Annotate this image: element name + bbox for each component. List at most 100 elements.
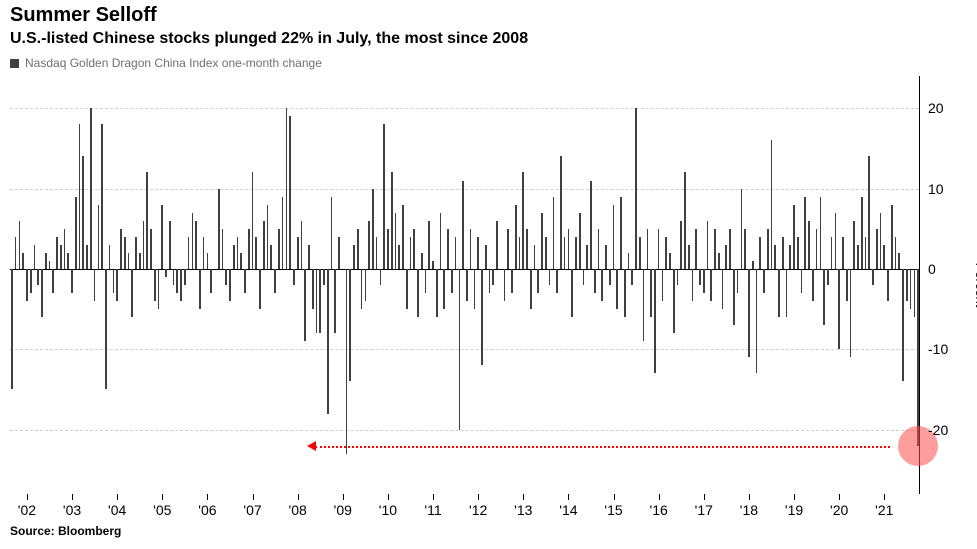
- bar: [673, 269, 675, 333]
- bar: [154, 269, 156, 301]
- x-tick-label: '09: [334, 502, 352, 518]
- bar: [917, 269, 919, 446]
- bar: [131, 269, 133, 317]
- bar: [568, 229, 570, 269]
- bar: [113, 269, 115, 293]
- x-tick-label: '02: [18, 502, 36, 518]
- bar: [485, 245, 487, 269]
- x-tick-label: '20: [830, 502, 848, 518]
- bar: [598, 229, 600, 269]
- x-tick-mark: [478, 494, 479, 500]
- bar: [365, 269, 367, 301]
- bar: [801, 269, 803, 293]
- chart-title: Summer Selloff: [10, 4, 157, 27]
- bar: [410, 237, 412, 269]
- bar: [752, 261, 754, 269]
- bar: [338, 237, 340, 269]
- bar: [699, 269, 701, 285]
- bar: [820, 197, 822, 269]
- bar: [289, 116, 291, 269]
- bar: [504, 269, 506, 301]
- bar: [312, 269, 314, 309]
- bar: [244, 269, 246, 293]
- bar: [496, 221, 498, 269]
- bar: [579, 213, 581, 269]
- bar: [827, 269, 829, 285]
- bar: [248, 229, 250, 269]
- bar: [353, 245, 355, 269]
- bar: [887, 269, 889, 301]
- bar: [45, 253, 47, 269]
- bar: [79, 124, 81, 269]
- bar: [481, 269, 483, 365]
- bar: [218, 189, 220, 269]
- bar: [301, 221, 303, 269]
- bar: [90, 108, 92, 269]
- x-tick-label: '17: [695, 502, 713, 518]
- x-tick-mark: [27, 494, 28, 500]
- x-tick-mark: [523, 494, 524, 500]
- bar: [872, 269, 874, 285]
- bar: [466, 269, 468, 301]
- bar: [86, 245, 88, 269]
- bar: [391, 172, 393, 268]
- legend-label: Nasdaq Golden Dragon China Index one-mon…: [25, 56, 322, 70]
- bar: [571, 269, 573, 317]
- bar: [270, 245, 272, 269]
- bar: [771, 140, 773, 269]
- bar: [282, 197, 284, 269]
- bar: [654, 269, 656, 374]
- x-tick-mark: [794, 494, 795, 500]
- bar: [376, 237, 378, 269]
- x-tick-mark: [298, 494, 299, 500]
- bar: [195, 221, 197, 269]
- bar: [323, 269, 325, 285]
- bar: [470, 229, 472, 269]
- bar: [662, 269, 664, 301]
- bar: [297, 237, 299, 269]
- bar: [474, 269, 476, 309]
- x-tick-label: '07: [243, 502, 261, 518]
- bar: [650, 269, 652, 317]
- bar: [707, 221, 709, 269]
- bar: [169, 221, 171, 269]
- bar: [225, 269, 227, 285]
- bar: [838, 269, 840, 349]
- bar: [67, 253, 69, 269]
- bar: [184, 269, 186, 285]
- bar: [462, 181, 464, 269]
- bar: [725, 245, 727, 269]
- legend: Nasdaq Golden Dragon China Index one-mon…: [10, 56, 322, 70]
- bar: [383, 124, 385, 269]
- bar: [447, 229, 449, 269]
- bar: [744, 229, 746, 269]
- bar: [417, 269, 419, 317]
- bar: [64, 229, 66, 269]
- bar: [75, 197, 77, 269]
- bar: [605, 245, 607, 269]
- bar: [11, 269, 13, 390]
- x-tick-label: '14: [559, 502, 577, 518]
- bar: [19, 221, 21, 269]
- bar: [865, 237, 867, 269]
- bar: [146, 172, 148, 268]
- bar: [910, 269, 912, 309]
- bar: [861, 197, 863, 269]
- bar: [421, 253, 423, 269]
- bar: [515, 205, 517, 269]
- x-tick-mark: [884, 494, 885, 500]
- bar: [207, 253, 209, 269]
- bar: [846, 269, 848, 301]
- bar: [158, 269, 160, 309]
- bar: [255, 237, 257, 269]
- bar: [756, 269, 758, 374]
- bar: [842, 237, 844, 269]
- chart-subtitle: U.S.-listed Chinese stocks plunged 22% i…: [10, 30, 528, 48]
- bar: [180, 269, 182, 301]
- bar: [22, 253, 24, 269]
- chart-container: Summer Selloff U.S.-listed Chinese stock…: [0, 0, 977, 549]
- bar: [631, 269, 633, 285]
- bar: [443, 269, 445, 309]
- legend-swatch: [10, 59, 19, 68]
- bar: [203, 237, 205, 269]
